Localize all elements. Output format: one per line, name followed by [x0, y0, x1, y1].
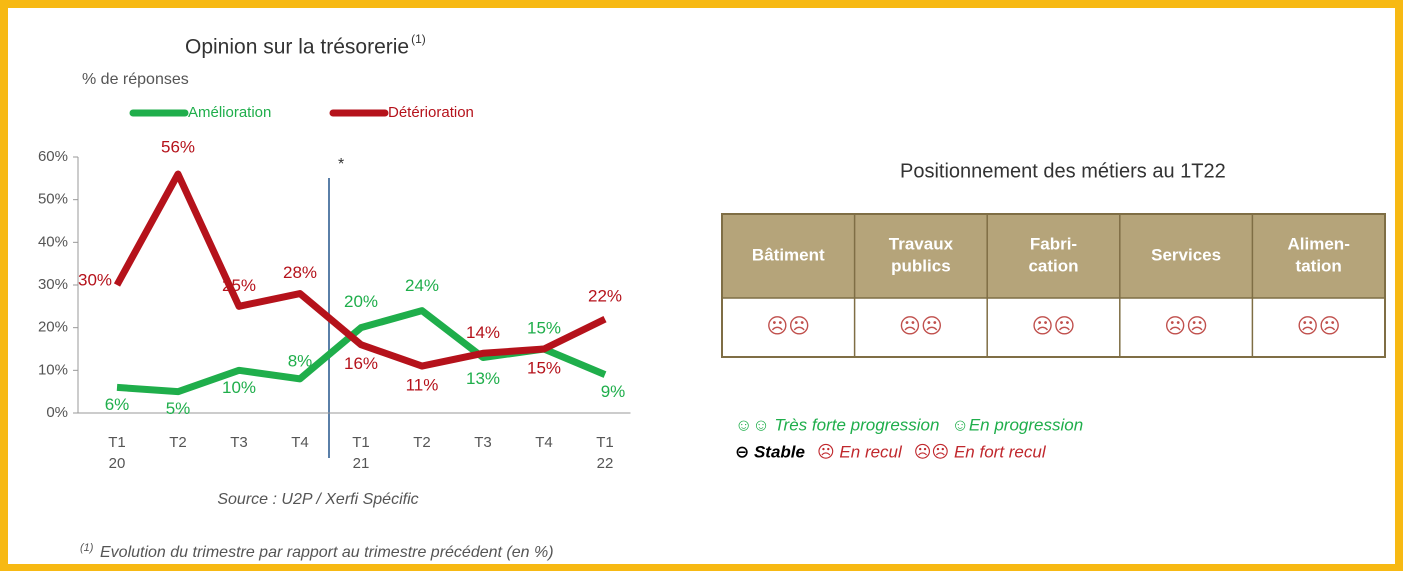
data-label: 15% — [527, 318, 561, 337]
y-tick-label: 20% — [38, 319, 68, 336]
x-tick-line: T2 — [169, 434, 187, 451]
table-header: Services — [1151, 245, 1221, 264]
symbol-legend: ☺☺ Très forte progression — [735, 415, 939, 434]
y-tick-label: 30% — [38, 276, 68, 293]
data-label: 16% — [344, 354, 378, 373]
x-tick-label: T2 — [413, 434, 431, 451]
y-tick-label: 60% — [38, 148, 68, 165]
x-tick-line: 21 — [353, 455, 370, 472]
chart-title: Opinion sur la trésorerie — [185, 36, 409, 59]
symbol-legend: ☹☹ En fort recul — [914, 442, 1047, 461]
data-label: 11% — [406, 376, 439, 395]
table-header: cation — [1028, 256, 1078, 275]
x-tick-label: T3 — [474, 434, 492, 451]
x-tick-line: 22 — [597, 455, 614, 472]
annotation: * — [338, 156, 344, 173]
x-tick-label: T4 — [535, 434, 553, 451]
table-header: Bâtiment — [752, 245, 825, 264]
table-header: Fabri- — [1030, 234, 1077, 253]
data-label: 9% — [601, 382, 626, 401]
y-axis-label: % de réponses — [82, 71, 189, 88]
x-tick-line: 20 — [109, 455, 126, 472]
data-label: 25% — [222, 276, 256, 295]
table-header: Travaux — [889, 234, 954, 253]
x-tick-line: T1 — [108, 434, 126, 451]
symbol-legend: ☺En progression — [951, 415, 1083, 434]
table-cell: ☹☹ — [1164, 315, 1208, 338]
data-label: 5% — [166, 399, 191, 418]
y-tick-label: 0% — [46, 404, 68, 421]
table-header-bg — [722, 214, 1385, 298]
data-label: 10% — [222, 378, 256, 397]
x-tick-line: T4 — [291, 434, 309, 451]
x-tick-line: T1 — [352, 434, 370, 451]
x-tick-line: T3 — [474, 434, 492, 451]
x-tick-label: T1 21 — [352, 434, 370, 472]
x-tick-label: T4 — [291, 434, 309, 451]
data-label: 28% — [283, 263, 317, 282]
legend-label: Amélioration — [188, 104, 271, 121]
x-tick-label: T1 20 — [108, 434, 126, 472]
x-tick-label: T2 — [169, 434, 187, 451]
table-title: Positionnement des métiers au 1T22 — [900, 160, 1226, 182]
data-label: 6% — [105, 395, 130, 414]
x-tick-label: T1 22 — [596, 434, 614, 472]
footnote-mark: (1) — [80, 542, 94, 554]
symbol-legend: ☹ En recul — [817, 442, 903, 461]
y-tick-label: 50% — [38, 191, 68, 208]
data-label: 13% — [466, 369, 500, 388]
table-header: tation — [1296, 256, 1342, 275]
x-tick-line: T2 — [413, 434, 431, 451]
data-label: 8% — [288, 351, 313, 370]
data-label: 56% — [161, 138, 195, 157]
data-label: 30% — [78, 270, 112, 289]
data-label: 15% — [527, 358, 561, 377]
title-note: (1) — [411, 32, 426, 46]
data-label: 22% — [588, 287, 622, 306]
x-tick-line: T4 — [535, 434, 553, 451]
x-tick-line: T3 — [230, 434, 248, 451]
x-tick-line: T1 — [596, 434, 614, 451]
table-cell: ☹☹ — [1297, 315, 1341, 338]
y-tick-label: 10% — [38, 361, 68, 378]
series-line — [113, 170, 607, 370]
data-label: 20% — [344, 292, 378, 311]
data-label: 24% — [405, 276, 439, 295]
y-tick-label: 40% — [38, 233, 68, 250]
legend-label: Détérioration — [388, 104, 474, 121]
footnote: Evolution du trimestre par rapport au tr… — [100, 544, 554, 561]
data-label: 14% — [466, 323, 500, 342]
table-cell: ☹☹ — [766, 315, 810, 338]
table-cell: ☹☹ — [899, 315, 943, 338]
source: Source : U2P / Xerfi Spécific — [217, 491, 418, 508]
x-tick-label: T3 — [230, 434, 248, 451]
table-header: publics — [891, 256, 951, 275]
table-cell: ☹☹ — [1032, 315, 1076, 338]
symbol-legend: ⊖ Stable — [735, 442, 805, 461]
table-border — [721, 213, 1386, 358]
table-header: Alimen- — [1288, 234, 1350, 253]
